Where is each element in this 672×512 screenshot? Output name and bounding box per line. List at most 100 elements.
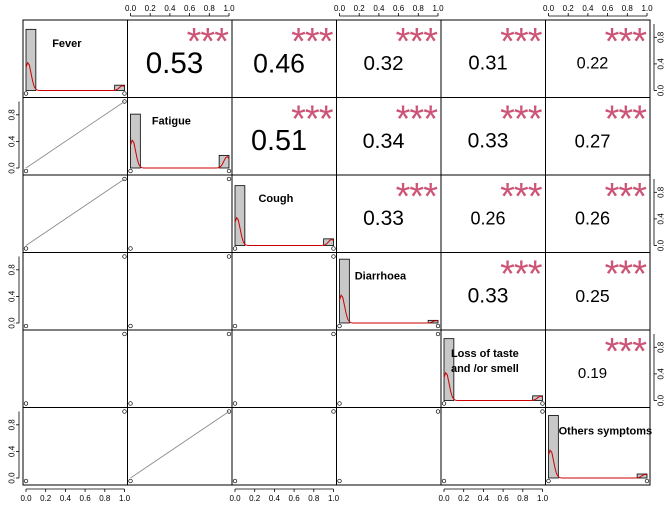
- histogram-bar: [234, 185, 246, 246]
- x-tick-label: 0.8: [517, 494, 529, 503]
- y-tick-label: 0.8: [657, 341, 666, 353]
- correlation-value: 0.26: [471, 208, 506, 228]
- scatter-point: [435, 409, 441, 414]
- significance-stars: ***: [396, 99, 439, 141]
- x-tick-label: 0.6: [393, 4, 405, 13]
- x-tick-label: 0.2: [249, 494, 261, 503]
- scatter-point: [128, 478, 133, 484]
- variable-label: Diarrhoea: [355, 271, 407, 283]
- significance-stars: ***: [500, 21, 543, 63]
- significance-stars: ***: [500, 254, 543, 296]
- rug-point: [128, 168, 133, 174]
- panel-border: [22, 97, 128, 176]
- variable-label: Loss of taste: [451, 348, 519, 360]
- correlation-value: 0.51: [251, 125, 307, 157]
- x-tick-label: 1.0: [537, 494, 549, 503]
- y-tick-label: 0.4: [8, 445, 17, 457]
- y-tick-label: 0.8: [657, 31, 666, 43]
- x-tick-label: 0.0: [334, 4, 346, 13]
- rug-point: [23, 91, 29, 96]
- x-tick-label: 0.4: [373, 4, 385, 13]
- panel-border: [231, 174, 337, 253]
- scatter-point: [128, 401, 133, 406]
- scatter-point: [122, 331, 127, 337]
- scatter-point: [128, 246, 133, 251]
- y-tick-label: 0.4: [657, 58, 666, 70]
- significance-stars: ***: [605, 99, 648, 141]
- scatter-point: [226, 176, 232, 182]
- correlation-value: 0.25: [575, 286, 609, 306]
- fit-line: [130, 411, 230, 479]
- x-tick-label: 1.0: [641, 4, 653, 13]
- scatter-point: [232, 323, 238, 329]
- scatter-point: [122, 176, 127, 182]
- x-tick-label: 0.8: [413, 4, 425, 13]
- correlation-value: 0.31: [468, 52, 507, 74]
- fit-line: [25, 101, 125, 169]
- panel-border: [127, 252, 233, 331]
- x-tick-label: 0.8: [99, 494, 111, 503]
- scatter-point: [331, 409, 336, 414]
- panel-border: [22, 329, 128, 408]
- x-tick-label: 0.8: [308, 494, 320, 503]
- panel-border: [127, 97, 233, 176]
- density-curve: [339, 294, 439, 324]
- scatter-point: [226, 331, 232, 337]
- x-tick-label: 0.0: [543, 4, 555, 13]
- scatter-point: [441, 478, 447, 484]
- variable-label: and /or smell: [451, 363, 519, 375]
- scatter-point: [232, 401, 238, 406]
- scatter-point: [23, 246, 29, 251]
- panel-border: [231, 407, 337, 486]
- correlation-value: 0.34: [363, 129, 405, 153]
- scatter-point: [23, 401, 29, 406]
- panel-border: [22, 174, 128, 253]
- scatter-point: [232, 478, 238, 484]
- significance-stars: ***: [396, 176, 439, 218]
- x-tick-label: 1.0: [119, 494, 131, 503]
- panel-border: [336, 252, 442, 331]
- y-tick-label: 0.4: [657, 213, 666, 225]
- panel-border: [22, 19, 128, 98]
- correlation-value: 0.32: [363, 52, 403, 75]
- variable-label: Fever: [52, 38, 82, 50]
- histogram-bar: [339, 258, 350, 324]
- correlation-value: 0.46: [253, 48, 305, 78]
- panel-border: [440, 407, 546, 486]
- x-tick-label: 0.0: [20, 494, 32, 503]
- panel-border: [22, 252, 128, 331]
- scatter-point: [435, 331, 441, 337]
- significance-stars: ***: [500, 176, 543, 218]
- x-tick-label: 0.0: [125, 4, 137, 13]
- y-tick-label: 0.0: [8, 162, 17, 174]
- rug-point: [122, 91, 127, 96]
- panel-border: [22, 407, 128, 486]
- rug-point: [232, 246, 238, 251]
- y-tick-label: 0.8: [657, 186, 666, 198]
- x-tick-label: 0.6: [289, 494, 301, 503]
- y-tick-label: 0.8: [8, 264, 17, 276]
- scatter-point: [23, 323, 29, 329]
- y-tick-label: 0.4: [8, 290, 17, 302]
- x-tick-label: 0.4: [582, 4, 594, 13]
- correlation-value: 0.33: [468, 284, 509, 307]
- scatter-point: [122, 254, 127, 259]
- x-tick-label: 0.2: [458, 494, 470, 503]
- significance-stars: ***: [187, 21, 230, 63]
- x-tick-label: 0.4: [478, 494, 490, 503]
- significance-stars: ***: [291, 21, 334, 63]
- histogram-bar: [443, 338, 455, 401]
- scatter-point: [226, 254, 232, 259]
- x-tick-label: 0.2: [563, 4, 575, 13]
- significance-stars: ***: [291, 99, 334, 141]
- panel-border: [127, 407, 233, 486]
- rug-point: [540, 401, 545, 406]
- density-curve: [25, 61, 125, 91]
- variable-label: Others symptoms: [559, 426, 653, 438]
- histogram-bar: [548, 415, 559, 479]
- significance-stars: ***: [605, 331, 648, 373]
- rug-point: [435, 323, 441, 329]
- rug-point: [331, 246, 336, 251]
